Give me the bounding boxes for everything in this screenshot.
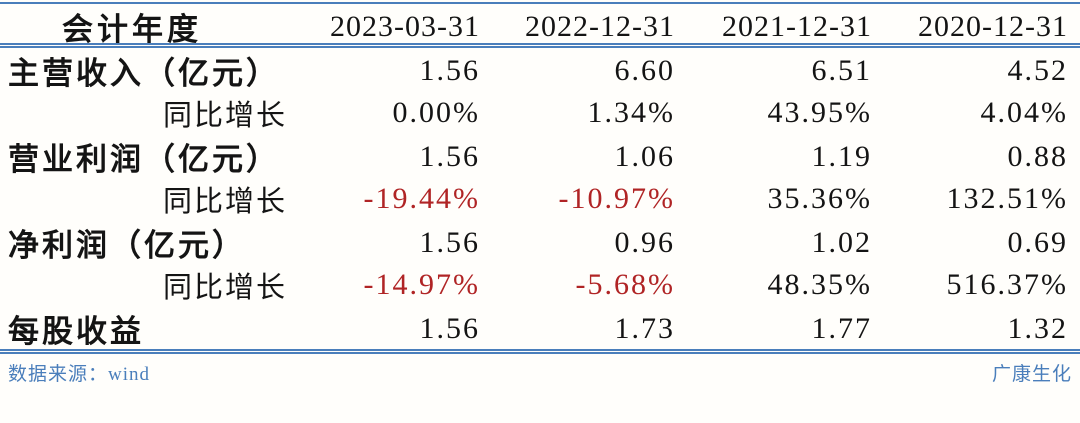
row-label: 同比增长 [162, 271, 287, 304]
cell-value: 0.96 [614, 225, 675, 259]
row-label: 每股收益 [8, 314, 144, 349]
cell-value: 516.37% [946, 267, 1068, 301]
cell-value: 1.19 [811, 139, 872, 173]
data-source-label: 数据来源：wind [8, 364, 151, 385]
header-date-col-4: 2020-12-31 [918, 9, 1068, 43]
header-date-col-3: 2021-12-31 [722, 9, 872, 43]
table-row-net-profit-yoy: 同比增长 -14.97% -5.68% 48.35% 516.37% [0, 263, 1080, 306]
cell-value: 1.77 [811, 311, 872, 345]
table-header-row: 会计年度 2023-03-31 2022-12-31 2021-12-31 20… [0, 4, 1080, 48]
row-label: 同比增长 [162, 99, 287, 132]
table-row-operating-profit: 营业利润（亿元） 1.56 1.06 1.19 0.88 [0, 134, 1080, 178]
header-divider [0, 43, 1080, 48]
cell-value: 1.02 [811, 225, 872, 259]
header-date-col-2: 2022-12-31 [525, 9, 675, 43]
cell-value: 1.06 [614, 139, 675, 173]
cell-value: 1.56 [419, 311, 480, 345]
table-row-revenue-yoy: 同比增长 0.00% 1.34% 43.95% 4.04% [0, 91, 1080, 134]
bottom-divider [0, 349, 1080, 354]
table-row-eps: 每股收益 1.56 1.73 1.77 1.32 [0, 306, 1080, 350]
table-row-main-revenue: 主营收入（亿元） 1.56 6.60 6.51 4.52 [0, 48, 1080, 92]
cell-value: 1.56 [419, 53, 480, 87]
financial-table: 会计年度 2023-03-31 2022-12-31 2021-12-31 20… [0, 2, 1080, 354]
cell-value: 1.56 [419, 225, 480, 259]
cell-value: 0.69 [1007, 225, 1068, 259]
cell-value: 6.60 [614, 53, 675, 87]
cell-value: 1.34% [587, 95, 675, 129]
cell-value: -14.97% [363, 267, 480, 301]
row-label: 同比增长 [162, 185, 287, 218]
row-label: 营业利润（亿元） [8, 142, 280, 177]
cell-value: 1.32 [1007, 311, 1068, 345]
cell-value: 1.73 [614, 311, 675, 345]
cell-value: 4.52 [1007, 53, 1068, 87]
cell-value: 0.88 [1007, 139, 1068, 173]
header-date-col-1: 2023-03-31 [330, 9, 480, 43]
row-label: 净利润（亿元） [8, 228, 246, 263]
row-label: 主营收入（亿元） [8, 56, 280, 91]
table-footer: 数据来源：wind 广康生化 [0, 354, 1080, 386]
cell-value: 0.00% [392, 95, 480, 129]
cell-value: -19.44% [363, 181, 480, 215]
cell-value: -5.68% [575, 267, 675, 301]
table-row-net-profit: 净利润（亿元） 1.56 0.96 1.02 0.69 [0, 220, 1080, 264]
cell-value: 43.95% [767, 95, 872, 129]
header-fiscal-year-label: 会计年度 [62, 12, 202, 47]
cell-value: 1.56 [419, 139, 480, 173]
cell-value: -10.97% [558, 181, 675, 215]
cell-value: 4.04% [980, 95, 1068, 129]
table-row-operating-profit-yoy: 同比增长 -19.44% -10.97% 35.36% 132.51% [0, 177, 1080, 220]
company-watermark: 广康生化 [991, 364, 1072, 385]
cell-value: 6.51 [811, 53, 872, 87]
cell-value: 132.51% [946, 181, 1068, 215]
cell-value: 48.35% [767, 267, 872, 301]
cell-value: 35.36% [767, 181, 872, 215]
